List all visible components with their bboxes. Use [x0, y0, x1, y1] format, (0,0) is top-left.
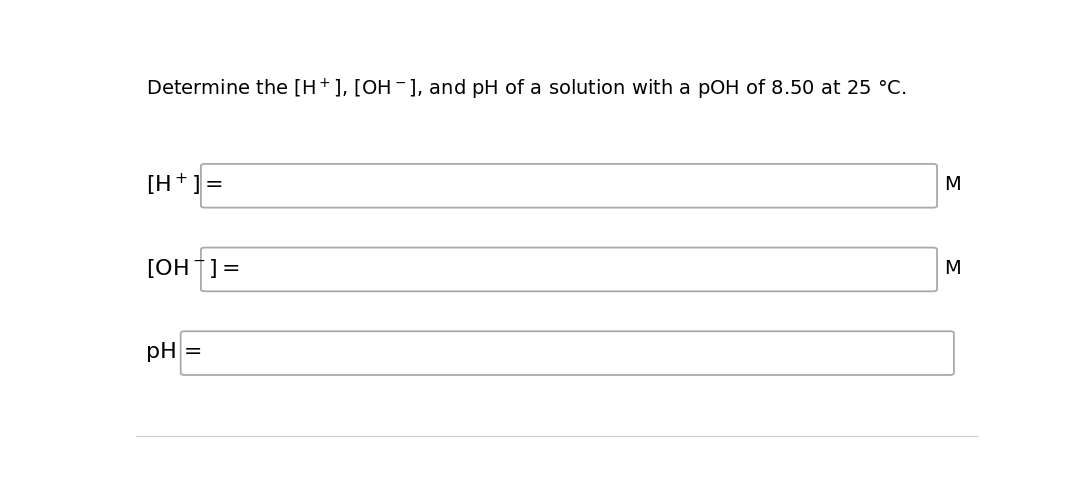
Text: M: M — [943, 175, 961, 194]
FancyBboxPatch shape — [201, 164, 937, 207]
FancyBboxPatch shape — [181, 331, 954, 375]
Text: M: M — [943, 259, 961, 278]
Text: Determine the $\left[\mathrm{H^+}\right]$, $\left[\mathrm{OH^-}\right]$, and pH : Determine the $\left[\mathrm{H^+}\right]… — [146, 77, 906, 102]
Text: $\left[\mathrm{H^+}\right] =$: $\left[\mathrm{H^+}\right] =$ — [146, 171, 223, 198]
Text: pH =: pH = — [146, 342, 202, 362]
FancyBboxPatch shape — [201, 247, 937, 291]
Text: $\left[\mathrm{OH^-}\right] =$: $\left[\mathrm{OH^-}\right] =$ — [146, 257, 240, 280]
